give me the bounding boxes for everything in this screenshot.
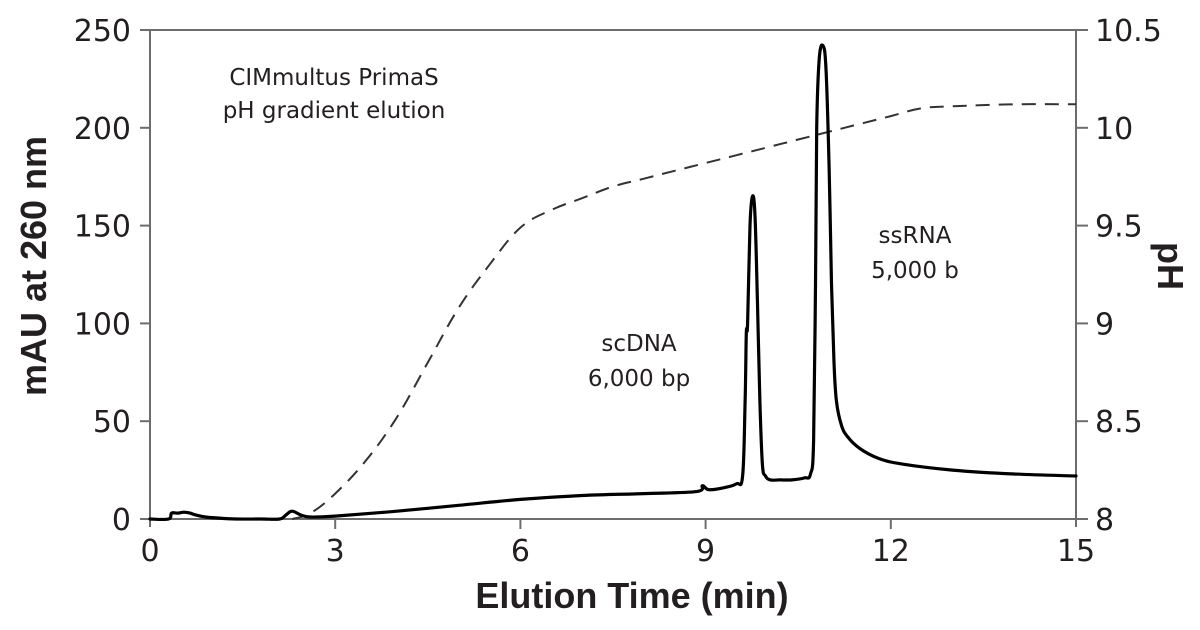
y-tick-label: 250	[74, 14, 131, 49]
y-tick-label: 50	[93, 405, 131, 440]
y2-tick-label: 8	[1095, 503, 1114, 538]
y2-tick-label: 9.5	[1095, 210, 1143, 245]
x-tick-label: 6	[511, 534, 530, 569]
uv-absorbance-curve	[148, 43, 1078, 522]
y2-tick-label: 10	[1095, 112, 1133, 147]
right-y-axis-title: pH	[1150, 242, 1191, 290]
scdna-peak-label-size: 6,000 bp	[588, 366, 690, 392]
x-tick-label: 9	[696, 534, 715, 569]
right-y-axis-ticks: 8 8.5 9 9.5 10 10.5	[1076, 14, 1162, 538]
y2-tick-label: 9	[1095, 307, 1114, 342]
x-axis-ticks: 0 3 6 9 12 15	[140, 519, 1095, 569]
x-tick-label: 0	[140, 534, 159, 569]
y2-tick-label: 8.5	[1095, 405, 1143, 440]
x-tick-label: 15	[1057, 534, 1095, 569]
ssrna-peak-label-size: 5,000 b	[871, 258, 959, 284]
chart-annotation-line-2: pH gradient elution	[223, 98, 446, 124]
y2-tick-label: 10.5	[1095, 14, 1162, 49]
x-axis-title: Elution Time (min)	[475, 575, 788, 616]
left-y-axis-title: mAU at 260 nm	[13, 136, 54, 396]
chart-annotation-line-1: CIMmultus PrimaS	[229, 65, 438, 91]
left-y-axis-ticks: 0 50 100 150 200 250	[74, 14, 150, 538]
plot-frame	[142, 29, 1086, 527]
x-tick-label: 12	[872, 534, 910, 569]
ssrna-peak-label-name: ssRNA	[879, 223, 952, 249]
ph-gradient-curve	[291, 103, 1077, 520]
y-tick-label: 150	[74, 210, 131, 245]
y-tick-label: 0	[112, 503, 131, 538]
x-tick-label: 3	[326, 534, 345, 569]
y-tick-label: 100	[74, 307, 131, 342]
y-tick-label: 200	[74, 112, 131, 147]
scdna-peak-label-name: scDNA	[601, 331, 677, 357]
